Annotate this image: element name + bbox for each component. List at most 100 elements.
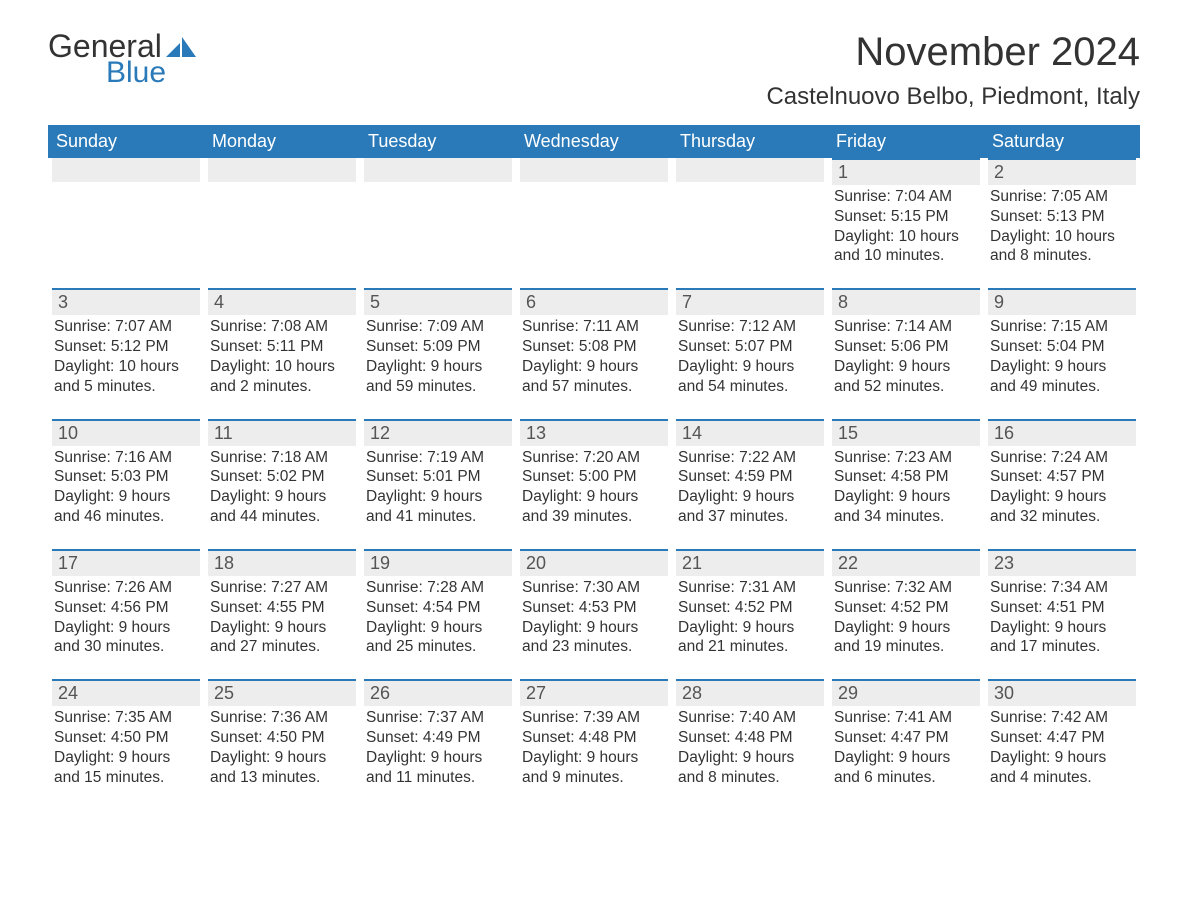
day-number: 6 xyxy=(520,288,668,315)
day-cell: 13Sunrise: 7:20 AMSunset: 5:00 PMDayligh… xyxy=(516,419,672,537)
day-cell xyxy=(48,158,204,276)
dow-cell: Friday xyxy=(828,125,984,158)
daylight-text: Daylight: 9 hours and 4 minutes. xyxy=(990,748,1134,788)
sunset-text: Sunset: 5:04 PM xyxy=(990,337,1134,357)
day-number: 12 xyxy=(364,419,512,446)
day-body: Sunrise: 7:41 AMSunset: 4:47 PMDaylight:… xyxy=(832,706,980,787)
day-number: 29 xyxy=(832,679,980,706)
daylight-text: Daylight: 9 hours and 59 minutes. xyxy=(366,357,510,397)
location: Castelnuovo Belbo, Piedmont, Italy xyxy=(766,83,1140,111)
day-body: Sunrise: 7:31 AMSunset: 4:52 PMDaylight:… xyxy=(676,576,824,657)
day-body: Sunrise: 7:35 AMSunset: 4:50 PMDaylight:… xyxy=(52,706,200,787)
day-cell: 2Sunrise: 7:05 AMSunset: 5:13 PMDaylight… xyxy=(984,158,1140,276)
daylight-text: Daylight: 9 hours and 44 minutes. xyxy=(210,487,354,527)
brand-logo: General Blue xyxy=(48,30,196,88)
daylight-text: Daylight: 9 hours and 23 minutes. xyxy=(522,618,666,658)
day-body: Sunrise: 7:09 AMSunset: 5:09 PMDaylight:… xyxy=(364,315,512,396)
sunset-text: Sunset: 4:56 PM xyxy=(54,598,198,618)
day-cell: 29Sunrise: 7:41 AMSunset: 4:47 PMDayligh… xyxy=(828,679,984,797)
sunrise-text: Sunrise: 7:41 AM xyxy=(834,708,978,728)
day-body: Sunrise: 7:12 AMSunset: 5:07 PMDaylight:… xyxy=(676,315,824,396)
sunset-text: Sunset: 5:01 PM xyxy=(366,467,510,487)
daylight-text: Daylight: 9 hours and 21 minutes. xyxy=(678,618,822,658)
day-cell: 25Sunrise: 7:36 AMSunset: 4:50 PMDayligh… xyxy=(204,679,360,797)
day-cell: 23Sunrise: 7:34 AMSunset: 4:51 PMDayligh… xyxy=(984,549,1140,667)
day-cell: 5Sunrise: 7:09 AMSunset: 5:09 PMDaylight… xyxy=(360,288,516,406)
day-body: Sunrise: 7:11 AMSunset: 5:08 PMDaylight:… xyxy=(520,315,668,396)
sunset-text: Sunset: 4:48 PM xyxy=(678,728,822,748)
day-body: Sunrise: 7:20 AMSunset: 5:00 PMDaylight:… xyxy=(520,446,668,527)
sunset-text: Sunset: 4:55 PM xyxy=(210,598,354,618)
day-number: 4 xyxy=(208,288,356,315)
sunrise-text: Sunrise: 7:35 AM xyxy=(54,708,198,728)
day-number: 11 xyxy=(208,419,356,446)
day-number: 5 xyxy=(364,288,512,315)
header: General Blue November 2024 Castelnuovo B… xyxy=(48,30,1140,111)
day-cell: 30Sunrise: 7:42 AMSunset: 4:47 PMDayligh… xyxy=(984,679,1140,797)
sunrise-text: Sunrise: 7:34 AM xyxy=(990,578,1134,598)
sunrise-text: Sunrise: 7:28 AM xyxy=(366,578,510,598)
sunset-text: Sunset: 5:00 PM xyxy=(522,467,666,487)
day-body: Sunrise: 7:05 AMSunset: 5:13 PMDaylight:… xyxy=(988,185,1136,266)
day-body: Sunrise: 7:22 AMSunset: 4:59 PMDaylight:… xyxy=(676,446,824,527)
day-number: 21 xyxy=(676,549,824,576)
sunrise-text: Sunrise: 7:22 AM xyxy=(678,448,822,468)
sunset-text: Sunset: 4:54 PM xyxy=(366,598,510,618)
day-cell: 22Sunrise: 7:32 AMSunset: 4:52 PMDayligh… xyxy=(828,549,984,667)
day-cell: 9Sunrise: 7:15 AMSunset: 5:04 PMDaylight… xyxy=(984,288,1140,406)
sunset-text: Sunset: 5:03 PM xyxy=(54,467,198,487)
sunrise-text: Sunrise: 7:37 AM xyxy=(366,708,510,728)
sunset-text: Sunset: 5:08 PM xyxy=(522,337,666,357)
sunrise-text: Sunrise: 7:42 AM xyxy=(990,708,1134,728)
daylight-text: Daylight: 9 hours and 6 minutes. xyxy=(834,748,978,788)
day-body: Sunrise: 7:24 AMSunset: 4:57 PMDaylight:… xyxy=(988,446,1136,527)
dow-cell: Saturday xyxy=(984,125,1140,158)
day-number: 18 xyxy=(208,549,356,576)
day-number: 23 xyxy=(988,549,1136,576)
day-number xyxy=(676,158,824,182)
day-cell: 10Sunrise: 7:16 AMSunset: 5:03 PMDayligh… xyxy=(48,419,204,537)
sunrise-text: Sunrise: 7:31 AM xyxy=(678,578,822,598)
daylight-text: Daylight: 9 hours and 25 minutes. xyxy=(366,618,510,658)
daylight-text: Daylight: 9 hours and 34 minutes. xyxy=(834,487,978,527)
day-cell: 18Sunrise: 7:27 AMSunset: 4:55 PMDayligh… xyxy=(204,549,360,667)
dow-cell: Sunday xyxy=(48,125,204,158)
day-number: 19 xyxy=(364,549,512,576)
day-number xyxy=(364,158,512,182)
sunset-text: Sunset: 5:02 PM xyxy=(210,467,354,487)
day-number: 27 xyxy=(520,679,668,706)
sunset-text: Sunset: 4:52 PM xyxy=(834,598,978,618)
sunset-text: Sunset: 4:49 PM xyxy=(366,728,510,748)
day-cell: 11Sunrise: 7:18 AMSunset: 5:02 PMDayligh… xyxy=(204,419,360,537)
sunset-text: Sunset: 4:47 PM xyxy=(834,728,978,748)
day-number: 24 xyxy=(52,679,200,706)
day-cell: 4Sunrise: 7:08 AMSunset: 5:11 PMDaylight… xyxy=(204,288,360,406)
daylight-text: Daylight: 9 hours and 32 minutes. xyxy=(990,487,1134,527)
day-cell: 19Sunrise: 7:28 AMSunset: 4:54 PMDayligh… xyxy=(360,549,516,667)
sunrise-text: Sunrise: 7:08 AM xyxy=(210,317,354,337)
day-cell: 1Sunrise: 7:04 AMSunset: 5:15 PMDaylight… xyxy=(828,158,984,276)
sunrise-text: Sunrise: 7:39 AM xyxy=(522,708,666,728)
sunset-text: Sunset: 4:51 PM xyxy=(990,598,1134,618)
daylight-text: Daylight: 10 hours and 10 minutes. xyxy=(834,227,978,267)
day-number: 13 xyxy=(520,419,668,446)
day-cell xyxy=(204,158,360,276)
sunrise-text: Sunrise: 7:05 AM xyxy=(990,187,1134,207)
day-number xyxy=(520,158,668,182)
sunset-text: Sunset: 5:12 PM xyxy=(54,337,198,357)
daylight-text: Daylight: 10 hours and 8 minutes. xyxy=(990,227,1134,267)
daylight-text: Daylight: 9 hours and 57 minutes. xyxy=(522,357,666,397)
day-number: 7 xyxy=(676,288,824,315)
day-body: Sunrise: 7:27 AMSunset: 4:55 PMDaylight:… xyxy=(208,576,356,657)
daylight-text: Daylight: 9 hours and 11 minutes. xyxy=(366,748,510,788)
sunrise-text: Sunrise: 7:23 AM xyxy=(834,448,978,468)
day-body: Sunrise: 7:40 AMSunset: 4:48 PMDaylight:… xyxy=(676,706,824,787)
day-cell xyxy=(516,158,672,276)
day-cell xyxy=(360,158,516,276)
daylight-text: Daylight: 9 hours and 27 minutes. xyxy=(210,618,354,658)
day-cell: 28Sunrise: 7:40 AMSunset: 4:48 PMDayligh… xyxy=(672,679,828,797)
sunset-text: Sunset: 5:13 PM xyxy=(990,207,1134,227)
day-body: Sunrise: 7:42 AMSunset: 4:47 PMDaylight:… xyxy=(988,706,1136,787)
day-body: Sunrise: 7:23 AMSunset: 4:58 PMDaylight:… xyxy=(832,446,980,527)
day-number: 30 xyxy=(988,679,1136,706)
